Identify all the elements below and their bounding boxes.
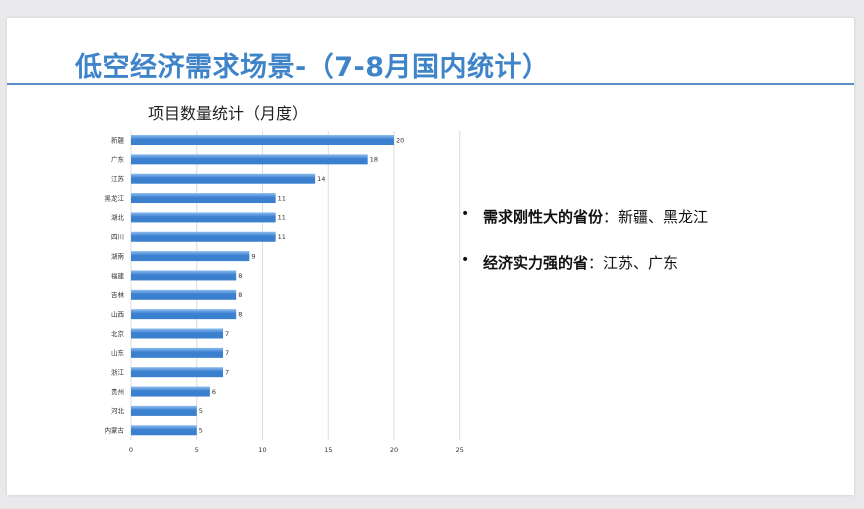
category-label: 湖北 bbox=[111, 213, 125, 222]
bar bbox=[131, 251, 250, 262]
category-label: 内蒙古 bbox=[105, 426, 125, 435]
data-label: 5 bbox=[199, 427, 203, 435]
bar bbox=[131, 212, 276, 223]
category-label: 黑龙江 bbox=[105, 193, 125, 202]
bar bbox=[131, 135, 394, 145]
slide-title: 低空经济需求场景-（7-8月国内统计） bbox=[75, 52, 550, 83]
category-label: 四川 bbox=[111, 233, 124, 241]
data-label: 7 bbox=[225, 349, 229, 357]
bullet-text: ：江苏、广东 bbox=[588, 254, 679, 272]
category-label: 新疆 bbox=[111, 135, 125, 144]
bar bbox=[131, 367, 224, 378]
data-label: 8 bbox=[238, 310, 242, 318]
data-label: 6 bbox=[212, 388, 216, 396]
data-label: 18 bbox=[370, 156, 378, 164]
data-label: 8 bbox=[238, 272, 242, 280]
bullet-economic-strength: • 经济实力强的省：江苏、广东 bbox=[455, 252, 708, 298]
bar bbox=[131, 386, 210, 397]
bar bbox=[131, 425, 197, 436]
x-tick-label: 10 bbox=[258, 446, 266, 454]
bar bbox=[131, 405, 197, 416]
bullet-rigid-demand: • 需求刚性大的省份：新疆、黑龙江 bbox=[455, 206, 708, 252]
category-label: 吉林 bbox=[111, 290, 125, 299]
bar bbox=[131, 309, 237, 320]
bullet-strong: 需求刚性大的省份 bbox=[483, 208, 604, 226]
bullet-dot-icon: • bbox=[461, 206, 470, 222]
category-label: 浙江 bbox=[111, 368, 125, 377]
x-tick-label: 0 bbox=[129, 446, 133, 454]
x-tick-label: 20 bbox=[390, 446, 398, 454]
bar bbox=[131, 270, 237, 281]
data-label: 7 bbox=[225, 330, 229, 338]
title-divider bbox=[7, 83, 854, 85]
category-label: 山东 bbox=[111, 348, 125, 357]
key-points: • 需求刚性大的省份：新疆、黑龙江 • 经济实力强的省：江苏、广东 bbox=[455, 206, 708, 298]
bar bbox=[131, 173, 316, 184]
bar bbox=[131, 193, 276, 204]
x-tick-label: 25 bbox=[456, 446, 464, 454]
x-tick-label: 15 bbox=[324, 446, 332, 454]
data-label: 11 bbox=[278, 194, 286, 202]
data-label: 11 bbox=[278, 233, 286, 241]
category-label: 广东 bbox=[111, 155, 125, 164]
bullet-strong: 经济实力强的省 bbox=[483, 254, 589, 272]
data-label: 20 bbox=[396, 136, 404, 144]
bar bbox=[131, 289, 237, 300]
slide: 低空经济需求场景-（7-8月国内统计） 项目数量统计（月度） 0 5 10 15 20 2… bbox=[7, 18, 854, 495]
bar bbox=[131, 347, 224, 358]
category-label: 福建 bbox=[111, 271, 125, 280]
category-label: 江苏 bbox=[111, 174, 125, 183]
data-label: 8 bbox=[238, 291, 242, 299]
category-label: 山西 bbox=[111, 309, 125, 318]
data-label: 9 bbox=[251, 252, 255, 260]
category-label: 湖南 bbox=[111, 251, 125, 260]
bullet-dot-icon: • bbox=[461, 252, 470, 268]
x-tick-label: 5 bbox=[195, 446, 199, 454]
chart-title: 项目数量统计（月度） bbox=[148, 104, 309, 123]
bar bbox=[131, 328, 224, 339]
bar bbox=[131, 231, 276, 242]
category-label: 河北 bbox=[111, 407, 125, 415]
data-label: 7 bbox=[225, 369, 229, 377]
bar-chart: 0 5 10 15 20 25 新疆 20 广东 18 江苏 14 黑龙江 11 湖北 11 四川 11 湖南 9 福建… bbox=[105, 131, 464, 454]
data-label: 11 bbox=[278, 214, 286, 222]
category-label: 北京 bbox=[111, 329, 125, 338]
data-label: 5 bbox=[199, 407, 203, 415]
bullet-text: ：新疆、黑龙江 bbox=[603, 208, 709, 226]
bar bbox=[131, 154, 368, 165]
data-label: 14 bbox=[317, 175, 325, 183]
category-label: 贵州 bbox=[111, 387, 124, 396]
